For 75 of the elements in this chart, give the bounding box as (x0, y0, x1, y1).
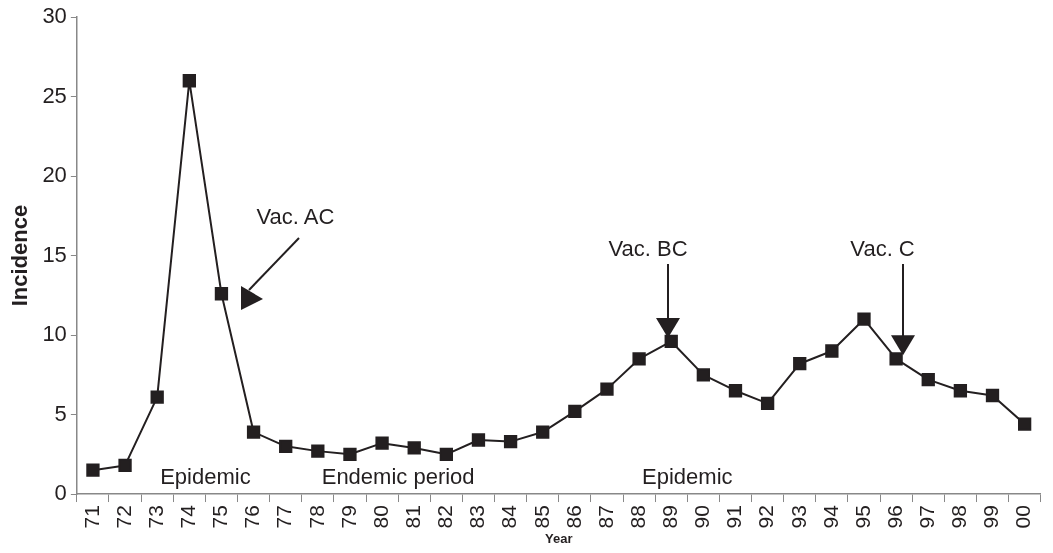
x-axis-title: Year (545, 530, 573, 546)
x-tick-label: 90 (690, 505, 714, 529)
x-tick-label: 75 (208, 505, 232, 529)
x-tick-label: 72 (111, 505, 135, 529)
y-tick-label: 25 (42, 82, 67, 108)
x-tick-label: 99 (979, 505, 1003, 529)
x-tick-label: 71 (79, 505, 103, 529)
x-tick-label: 98 (947, 505, 971, 529)
point (728, 384, 743, 398)
y-axis-title: Incidence (7, 204, 33, 307)
x-tick-label: 74 (176, 504, 200, 529)
x-tick-label: 81 (401, 505, 425, 529)
y-tick-label: 20 (42, 162, 67, 188)
point (246, 425, 261, 439)
point (568, 404, 582, 419)
point (1017, 417, 1032, 431)
x-tick-label: 94 (818, 504, 842, 529)
point (953, 384, 968, 398)
y-tick-label: 30 (42, 3, 67, 29)
point (985, 388, 1000, 403)
point (311, 444, 325, 458)
point (600, 382, 614, 396)
annotation: Endemic period (321, 464, 475, 490)
point (343, 447, 357, 461)
annotation: Vac. C (850, 235, 915, 261)
x-tick-label: 76 (240, 505, 264, 529)
x-tick-label: 78 (304, 505, 328, 529)
point (439, 447, 453, 461)
x-tick-label: 82 (433, 505, 457, 529)
x-tick-label: 84 (497, 504, 521, 529)
annotation: Vac. AC (256, 203, 335, 229)
point (536, 425, 550, 439)
x-tick-label: 80 (368, 505, 392, 529)
annotation: Epidemic (160, 464, 251, 490)
x-tick-label: 88 (625, 505, 649, 529)
x-tick-label: 87 (593, 505, 617, 529)
annotation: Vac. BC (608, 235, 688, 261)
x-tick-label: 96 (882, 505, 906, 529)
y-tick-label: 15 (42, 241, 67, 267)
point (407, 441, 421, 455)
x-tick-label: 83 (465, 505, 489, 529)
x-tick-label: 97 (915, 505, 939, 529)
x-tick-label: 86 (561, 505, 585, 529)
point (793, 357, 807, 371)
point (857, 312, 871, 326)
point (214, 287, 229, 301)
y-tick-label: 0 (54, 480, 67, 506)
x-tick-label: 89 (658, 505, 682, 529)
point (182, 74, 196, 88)
point (118, 458, 132, 473)
point (471, 433, 486, 447)
point (150, 390, 164, 404)
x-tick-label: 77 (272, 505, 296, 529)
point (375, 436, 389, 450)
x-tick-label: 92 (754, 505, 778, 529)
y-tick-label: 5 (54, 400, 67, 426)
point (825, 344, 839, 358)
annotation: Epidemic (642, 464, 733, 490)
point (664, 334, 678, 349)
y-tick-label: 10 (42, 321, 67, 347)
x-tick-label: 85 (529, 505, 553, 529)
point (921, 372, 935, 387)
point (889, 352, 903, 366)
point (279, 439, 293, 454)
point (632, 352, 646, 366)
x-tick-label: 73 (143, 505, 167, 529)
point (503, 434, 518, 449)
point (696, 368, 711, 382)
x-tick-label: 00 (1011, 505, 1035, 529)
x-tick-label: 79 (336, 505, 360, 529)
point (86, 463, 100, 477)
x-tick-label: 93 (786, 505, 810, 529)
x-tick-label: 91 (722, 505, 746, 529)
x-tick-label: 95 (850, 505, 874, 529)
point (760, 396, 775, 411)
